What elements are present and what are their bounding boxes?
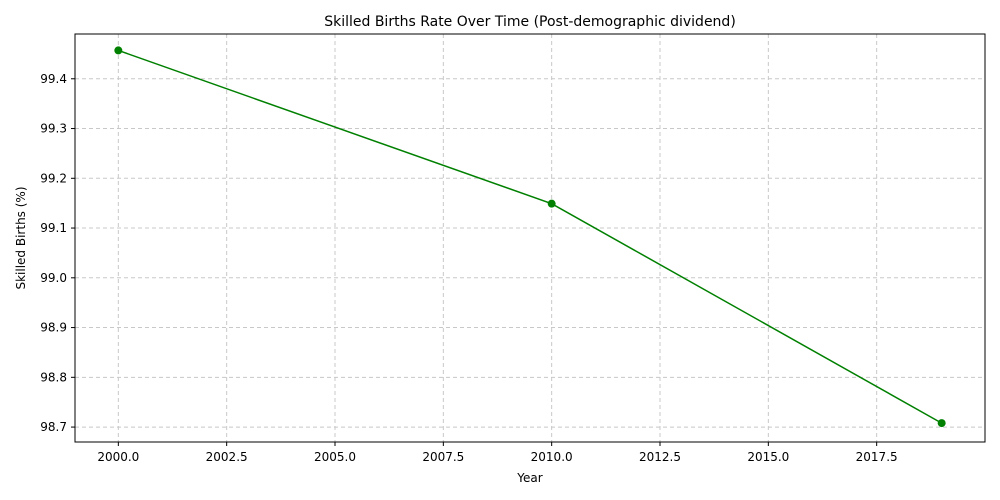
x-tick-label: 2002.5 — [206, 450, 248, 464]
x-tick-label: 2015.0 — [747, 450, 789, 464]
grid — [75, 34, 985, 442]
y-axis-label: Skilled Births (%) — [14, 186, 28, 289]
x-tick-label: 2007.5 — [422, 450, 464, 464]
x-tick-label: 2012.5 — [639, 450, 681, 464]
y-tick-label: 99.0 — [40, 271, 67, 285]
y-tick-label: 98.7 — [40, 420, 67, 434]
x-tick-label: 2000.0 — [97, 450, 139, 464]
y-tick-label: 99.1 — [40, 221, 67, 235]
data-point — [547, 199, 556, 208]
chart-title: Skilled Births Rate Over Time (Post-demo… — [324, 14, 736, 30]
y-tick-label: 99.3 — [40, 122, 67, 136]
x-tick-label: 2005.0 — [314, 450, 356, 464]
series-line — [118, 49, 943, 424]
y-axis-ticks: 98.7 98.8 98.9 99.0 99.1 99.2 99.3 99.4 — [40, 72, 75, 434]
y-tick-label: 99.2 — [40, 171, 67, 185]
x-tick-label: 2017.5 — [856, 450, 898, 464]
y-tick-label: 99.4 — [40, 72, 67, 86]
x-tick-label: 2010.0 — [531, 450, 573, 464]
y-tick-label: 98.8 — [40, 370, 67, 384]
x-axis-label: Year — [516, 471, 542, 485]
x-axis-ticks: 2000.0 2002.5 2005.0 2007.5 2010.0 2012.5 2015… — [97, 442, 898, 464]
series — [114, 46, 946, 428]
data-point — [114, 46, 123, 55]
data-point — [937, 419, 946, 428]
plot-frame — [74, 33, 986, 443]
y-tick-label: 98.9 — [40, 321, 67, 335]
